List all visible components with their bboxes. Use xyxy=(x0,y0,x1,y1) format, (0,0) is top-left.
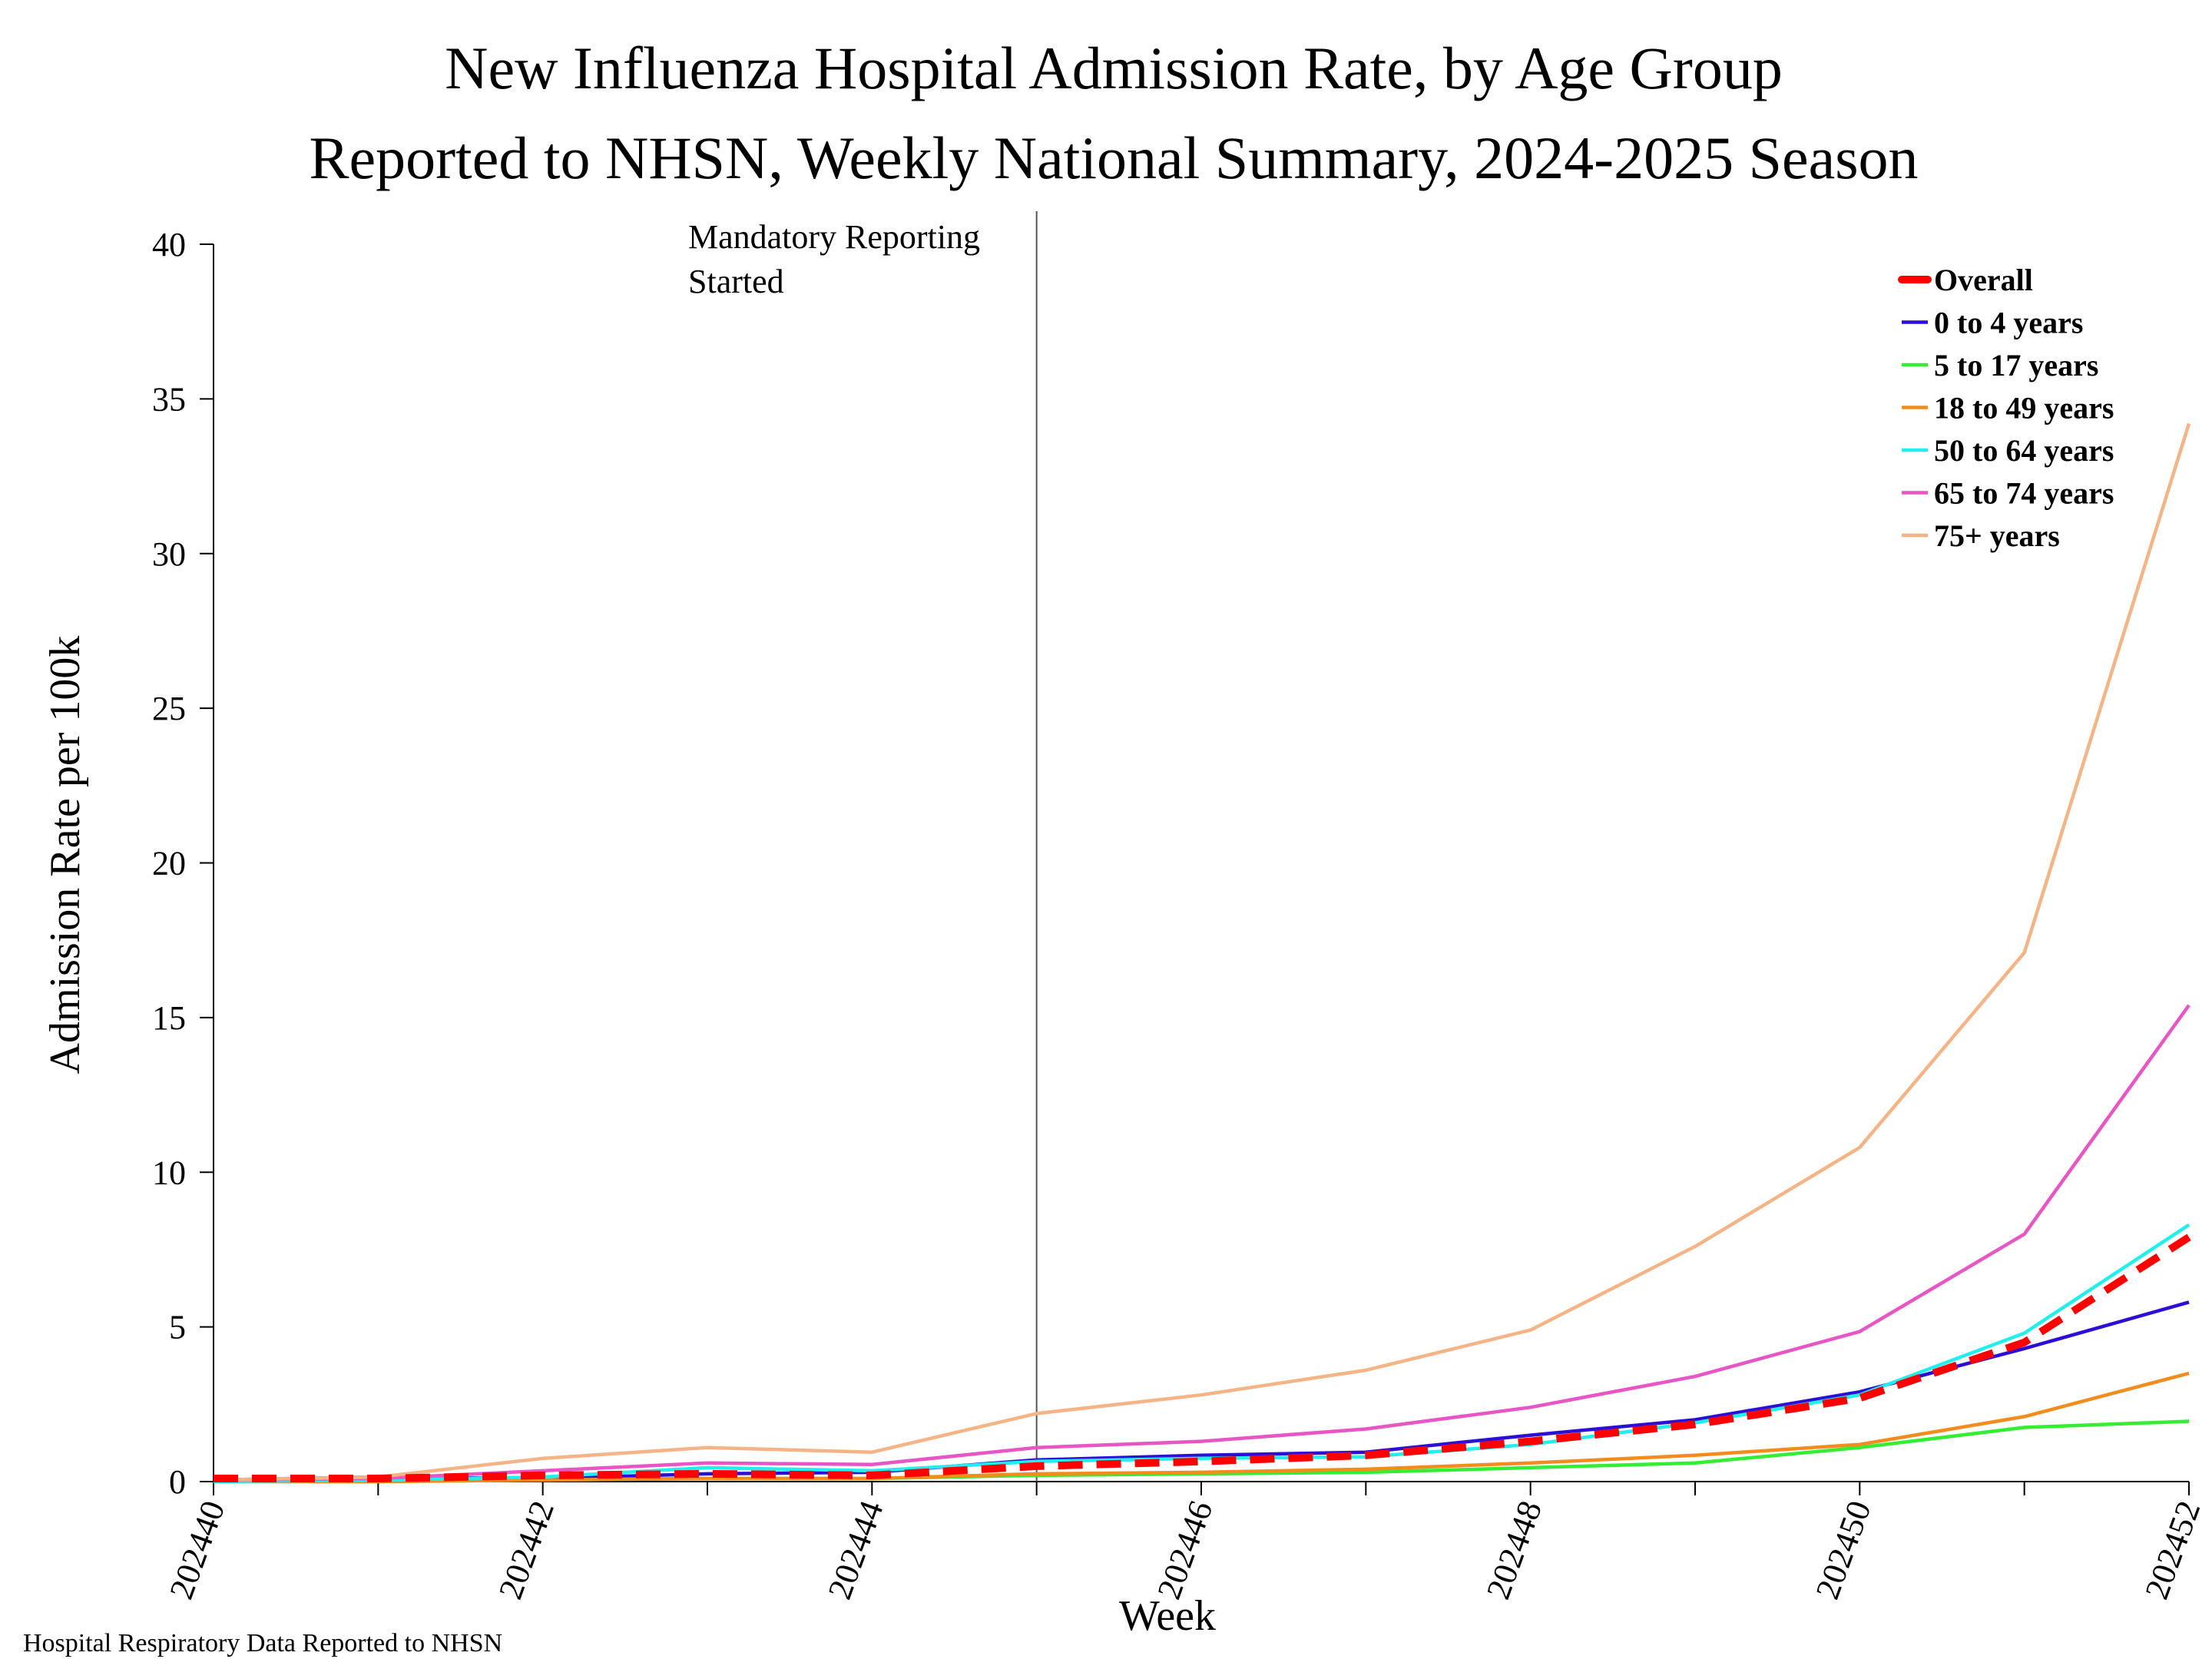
footer-note: Hospital Respiratory Data Reported to NH… xyxy=(23,1629,502,1657)
legend-entry-5-to-17-years: 5 to 17 years xyxy=(1934,348,2098,382)
x-tick-label: 202440 xyxy=(162,1496,232,1604)
x-tick-label: 202442 xyxy=(492,1496,561,1604)
legend-entry-18-to-49-years: 18 to 49 years xyxy=(1934,391,2114,426)
legend-entry-65-to-74-years: 65 to 74 years xyxy=(1934,476,2114,511)
y-tick-label: 10 xyxy=(152,1154,186,1191)
x-tick-label: 202448 xyxy=(1479,1496,1549,1604)
series-line-18-to-49-years xyxy=(214,1371,2190,1484)
y-tick-label: 15 xyxy=(152,999,186,1037)
y-tick-label: 40 xyxy=(152,226,186,263)
y-tick-label: 0 xyxy=(169,1463,186,1501)
y-tick-label: 30 xyxy=(152,535,186,573)
series-line-65-to-74-years xyxy=(213,1004,2190,1482)
y-tick-label: 5 xyxy=(169,1309,186,1346)
series-line-75-years xyxy=(213,422,2191,1482)
series-line-overall xyxy=(214,1233,2191,1482)
x-axis: 202440 202442 202444 202446 202448 202450 2024… xyxy=(162,1481,2207,1604)
legend-entry-0-to-4-years: 0 to 4 years xyxy=(1934,306,2083,340)
legend: Overall 0 to 4 years 5 to 17 years 18 to 49… xyxy=(1898,263,2114,553)
x-tick-label: 202452 xyxy=(2137,1496,2207,1604)
series-layer xyxy=(213,422,2191,1484)
legend-entry-75-years: 75+ years xyxy=(1934,518,2060,553)
y-tick-label: 25 xyxy=(152,690,186,727)
y-axis: 0 5 10 15 20 25 30 35 40 xyxy=(152,226,214,1501)
chart-title: New Influenza Hospital Admission Rate, b… xyxy=(445,35,1783,101)
y-axis-label: Admission Rate per 100k xyxy=(41,636,89,1075)
y-tick-label: 35 xyxy=(152,380,186,418)
x-tick-label: 202450 xyxy=(1809,1496,1879,1604)
x-tick-label: 202444 xyxy=(821,1496,891,1604)
legend-entry-50-to-64-years: 50 to 64 years xyxy=(1934,433,2114,468)
chart-subtitle: Reported to NHSN, Weekly National Summar… xyxy=(309,124,1918,191)
x-tick-label: 202446 xyxy=(1150,1496,1220,1604)
annotation-text: Started xyxy=(688,263,784,300)
legend-entry-overall: Overall xyxy=(1934,263,2033,297)
series-line-0-to-4-years xyxy=(213,1300,2190,1482)
x-axis-label: Week xyxy=(1119,1592,1216,1640)
mandatory-reporting-annotation: Mandatory Reporting Started xyxy=(688,211,1038,1482)
y-tick-label: 20 xyxy=(152,845,186,882)
annotation-text: Mandatory Reporting xyxy=(688,218,980,256)
